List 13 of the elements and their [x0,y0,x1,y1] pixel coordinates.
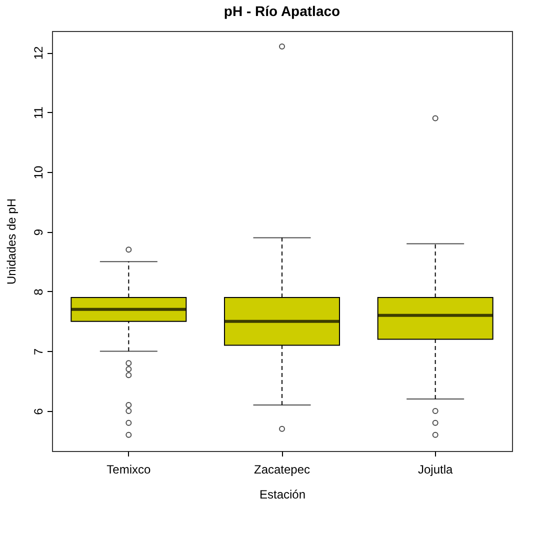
y-axis-title: Unidades de pH [4,198,18,285]
y-tick-label: 9 [32,228,46,236]
y-tick-label: 7 [32,348,46,356]
y-tick-label: 11 [32,106,46,119]
chart-title: pH - Río Apatlaco [224,3,340,19]
x-tick-label: Zacatepec [254,462,310,476]
x-axis-title: Estación [259,488,306,502]
y-tick-label: 8 [32,288,46,296]
x-tick-label: Temixco [106,462,151,476]
y-tick-label: 6 [32,408,46,415]
y-tick-label: 10 [32,166,46,180]
x-tick-label: Jojutla [418,462,454,476]
y-tick-label: 12 [32,46,46,60]
